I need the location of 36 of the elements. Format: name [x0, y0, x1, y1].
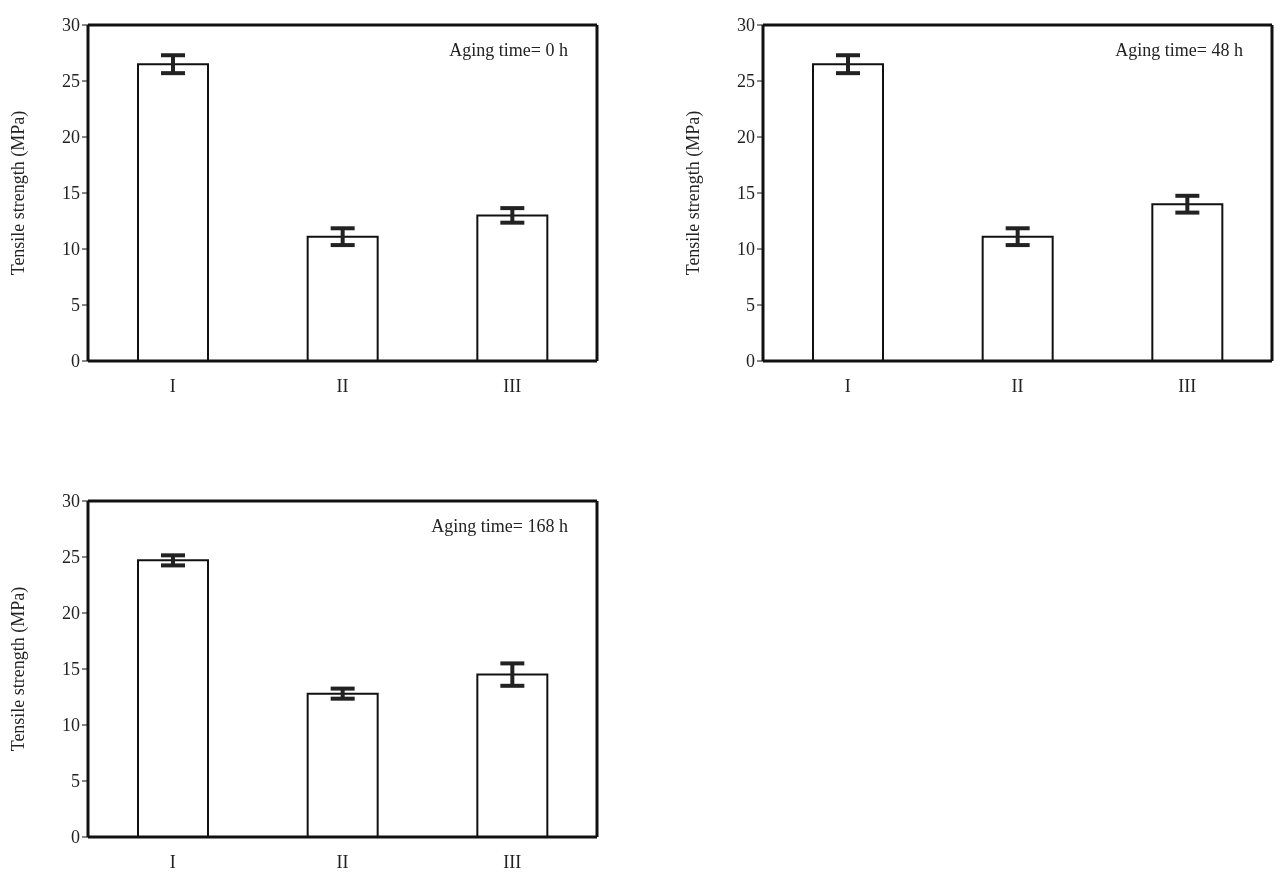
x-tick-label: III [503, 851, 522, 872]
y-tick-label: 0 [746, 351, 755, 372]
y-tick-label: 5 [71, 771, 80, 792]
x-tick-label: II [336, 375, 349, 396]
y-axis-title: Tensile strength (MPa) [683, 110, 705, 276]
x-tick-label: I [844, 375, 851, 396]
x-tick-label: II [1011, 375, 1024, 396]
annotation: Aging time= 168 h [431, 516, 568, 537]
y-tick-label: 0 [71, 827, 80, 848]
annotation: Aging time= 48 h [1115, 40, 1243, 61]
y-tick-label: 15 [62, 659, 80, 680]
x-tick-label: II [336, 851, 349, 872]
y-tick-label: 25 [62, 71, 80, 92]
y-tick-label: 10 [737, 239, 755, 260]
y-tick-label: 0 [71, 351, 80, 372]
y-tick-label: 5 [746, 295, 755, 316]
y-tick-label: 5 [71, 295, 80, 316]
x-tick-label: III [1178, 375, 1197, 396]
y-tick-label: 20 [62, 603, 80, 624]
y-tick-label: 20 [62, 127, 80, 148]
y-axis-title: Tensile strength (MPa) [8, 110, 30, 276]
y-tick-label: 20 [737, 127, 755, 148]
y-tick-label: 30 [62, 15, 80, 36]
x-tick-label: I [169, 851, 176, 872]
y-tick-label: 10 [62, 239, 80, 260]
y-tick-label: 30 [737, 15, 755, 36]
x-tick-label: I [169, 375, 176, 396]
annotation: Aging time= 0 h [449, 40, 568, 61]
y-tick-label: 25 [62, 547, 80, 568]
x-tick-label: III [503, 375, 522, 396]
y-axis-title: Tensile strength (MPa) [8, 586, 30, 752]
y-tick-label: 25 [737, 71, 755, 92]
y-tick-label: 15 [737, 183, 755, 204]
y-tick-label: 10 [62, 715, 80, 736]
y-tick-label: 15 [62, 183, 80, 204]
y-tick-label: 30 [62, 491, 80, 512]
